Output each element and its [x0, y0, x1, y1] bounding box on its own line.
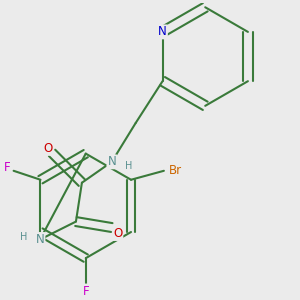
Text: N: N — [158, 26, 167, 38]
Text: O: O — [113, 227, 122, 240]
Text: N: N — [107, 155, 116, 168]
Text: H: H — [124, 161, 132, 171]
Text: H: H — [20, 232, 27, 242]
Text: Br: Br — [169, 164, 182, 177]
Text: N: N — [36, 233, 44, 246]
Text: O: O — [43, 142, 52, 155]
Text: F: F — [4, 161, 11, 174]
Text: F: F — [82, 284, 89, 298]
